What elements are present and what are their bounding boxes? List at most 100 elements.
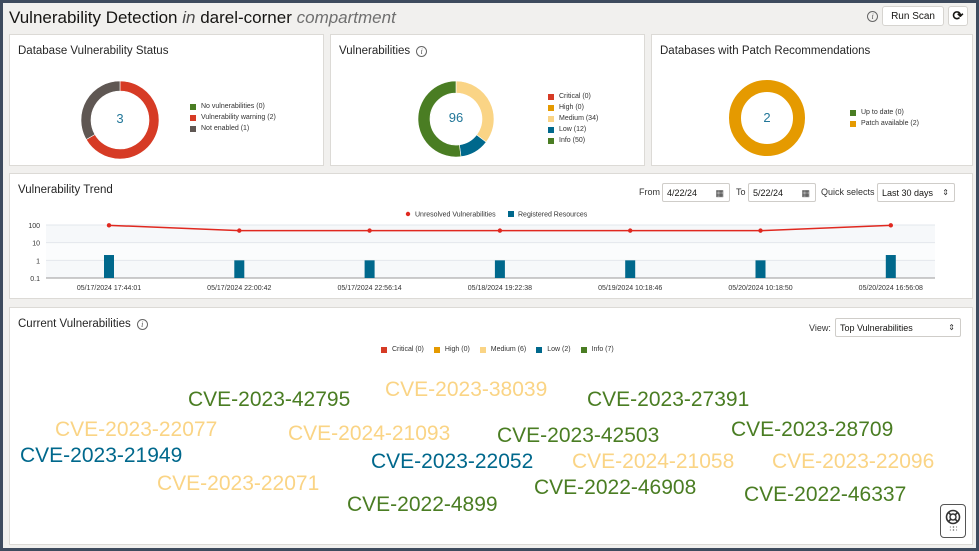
patch-legend: Up to date (0) Patch available (2) — [850, 107, 919, 129]
view-dropdown[interactable]: Top Vulnerabilities ⇕ — [835, 318, 961, 337]
legend-item[interactable]: Patch available (2) — [850, 118, 919, 129]
cve-word[interactable]: CVE-2022-46337 — [744, 483, 907, 506]
cve-word[interactable]: CVE-2023-22077 — [55, 418, 218, 441]
patch-donut — [729, 80, 805, 156]
severity-legend: Critical (0) High (0) Medium (6) Low (2) Inf… — [381, 344, 614, 355]
card-title: Databases with Patch Recommendations — [660, 45, 871, 57]
legend-item[interactable]: High (0) — [433, 344, 470, 355]
y-tick-label: 100 — [28, 223, 40, 230]
calendar-icon[interactable]: ▦ — [715, 188, 724, 198]
legend-swatch — [548, 126, 554, 133]
unresolved-vulnerabilities-point[interactable] — [106, 223, 112, 228]
quick-selects-dropdown[interactable]: Last 30 days ⇕ — [877, 183, 955, 202]
vulnerabilities-title: Vulnerabilities — [339, 45, 411, 57]
vulnerabilities-legend: Critical (0) High (0) Medium (34) Low (12) I… — [548, 91, 598, 146]
legend-marker — [405, 211, 411, 217]
legend-item[interactable]: Low (2) — [536, 344, 571, 355]
cve-word[interactable]: CVE-2023-22052 — [371, 450, 534, 473]
grid-band — [46, 260, 935, 278]
unresolved-vulnerabilities-point[interactable] — [237, 228, 242, 233]
unresolved-vulnerabilities-point[interactable] — [497, 228, 503, 233]
cve-word[interactable]: CVE-2024-21058 — [572, 450, 735, 473]
legend-label[interactable]: Unresolved Vulnerabilities — [415, 212, 496, 219]
legend-item[interactable]: Critical (0) — [548, 91, 598, 102]
card-title: Vulnerabilities i — [339, 45, 428, 57]
legend-item[interactable]: High (0) — [548, 102, 598, 113]
cve-word[interactable]: CVE-2024-21093 — [288, 422, 451, 445]
unresolved-vulnerabilities-point[interactable] — [367, 228, 372, 233]
donut-slice[interactable] — [729, 80, 805, 156]
legend-item[interactable]: Medium (34) — [548, 113, 598, 124]
cve-word[interactable]: CVE-2023-42795 — [188, 388, 351, 411]
cve-word[interactable]: CVE-2023-28709 — [731, 418, 894, 441]
unresolved-vulnerabilities-point[interactable] — [758, 228, 763, 233]
legend-label: Medium (6) — [490, 346, 527, 353]
info-icon[interactable]: i — [416, 45, 428, 57]
from-date-input[interactable]: 4/22/24 ▦ — [662, 183, 730, 202]
legend-label: Critical (0) — [392, 346, 424, 353]
registered-resources-bar[interactable] — [494, 260, 505, 278]
registered-resources-bar[interactable] — [885, 255, 896, 278]
legend-marker — [508, 211, 514, 217]
run-scan-button[interactable]: Run Scan — [882, 6, 944, 26]
donut-slice[interactable] — [417, 80, 462, 158]
x-tick-label: 05/17/2024 17:44:01 — [77, 285, 141, 292]
chevron-updown-icon: ⇕ — [942, 188, 949, 197]
cve-word[interactable]: CVE-2022-46908 — [534, 476, 697, 499]
legend-label: High (0) — [444, 346, 470, 353]
refresh-button[interactable]: ⟳ — [948, 6, 968, 26]
legend-item[interactable]: No vulnerabilities (0) — [190, 101, 276, 112]
cve-word[interactable]: CVE-2023-27391 — [587, 388, 750, 411]
cve-word[interactable]: CVE-2023-42503 — [497, 424, 660, 447]
legend-item[interactable]: Low (12) — [548, 124, 598, 135]
legend-item[interactable]: Up to date (0) — [850, 107, 919, 118]
unresolved-vulnerabilities-point[interactable] — [628, 228, 633, 233]
card-title: Vulnerability Trend — [18, 184, 113, 196]
legend-swatch — [433, 346, 440, 353]
cve-word[interactable]: CVE-2023-22071 — [157, 472, 320, 495]
title-in: in — [182, 8, 196, 27]
to-label: To — [736, 187, 746, 197]
legend-label: No vulnerabilities (0) — [201, 103, 265, 110]
legend-swatch — [190, 103, 196, 110]
cve-word[interactable]: CVE-2023-38039 — [385, 378, 548, 401]
legend-item[interactable]: Vulnerability warning (2) — [190, 112, 276, 123]
legend-label[interactable]: Registered Resources — [518, 212, 588, 219]
cve-word[interactable]: CVE-2023-22096 — [772, 450, 935, 473]
info-icon[interactable]: i — [136, 318, 148, 330]
view-label: View: — [809, 323, 831, 333]
legend-item[interactable]: Medium (6) — [479, 344, 527, 355]
current-vulnerabilities-card: Current Vulnerabilities i View: Top Vuln… — [9, 307, 973, 545]
card-title: Database Vulnerability Status — [18, 45, 169, 57]
donut-slice[interactable] — [80, 80, 121, 140]
page-frame: Vulnerability Detection in darel-corner … — [3, 3, 976, 548]
legend-label: Not enabled (1) — [201, 125, 250, 132]
legend-label: Info (50) — [559, 137, 586, 144]
legend-label: Critical (0) — [559, 93, 591, 100]
legend-swatch — [548, 93, 554, 100]
legend-item[interactable]: Not enabled (1) — [190, 123, 276, 134]
help-widget-button[interactable]: ∷∷ — [940, 504, 966, 538]
quick-selects-value: Last 30 days — [882, 187, 934, 198]
info-icon[interactable]: i — [867, 10, 879, 22]
y-tick-label: 1 — [36, 258, 40, 265]
cve-word[interactable]: CVE-2022-4899 — [347, 493, 498, 516]
registered-resources-bar[interactable] — [755, 260, 766, 278]
registered-resources-bar[interactable] — [625, 260, 636, 278]
legend-item[interactable]: Info (7) — [580, 344, 614, 355]
unresolved-vulnerabilities-point[interactable] — [888, 223, 893, 228]
legend-label: Low (12) — [559, 126, 587, 133]
patch-recommendations-card: Databases with Patch Recommendations 2 U… — [651, 34, 973, 166]
legend-item[interactable]: Info (50) — [548, 135, 598, 146]
registered-resources-bar[interactable] — [234, 260, 245, 278]
calendar-icon[interactable]: ▦ — [801, 188, 810, 198]
registered-resources-bar[interactable] — [104, 255, 114, 278]
legend-label: High (0) — [559, 104, 584, 111]
registered-resources-bar[interactable] — [364, 260, 375, 278]
x-tick-label: 05/17/2024 22:56:14 — [337, 285, 401, 292]
legend-item[interactable]: Critical (0) — [381, 344, 424, 355]
to-date-input[interactable]: 5/22/24 ▦ — [748, 183, 816, 202]
trend-chart: 100 10 1 0.1 05/17/2024 17:44:01 05/17/2024 2… — [28, 211, 935, 292]
compartment-name: darel-corner — [200, 8, 292, 27]
cve-word[interactable]: CVE-2023-21949 — [20, 444, 183, 467]
